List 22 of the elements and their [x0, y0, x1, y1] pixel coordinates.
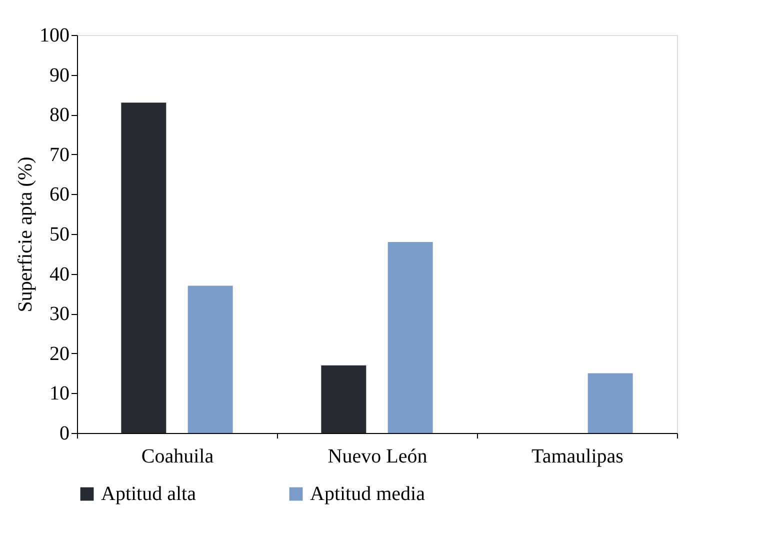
legend-label: Aptitud media [310, 483, 426, 505]
bar [388, 242, 433, 433]
y-axis-title: Superficie apta (%) [14, 156, 36, 312]
y-tick-label: 70 [50, 144, 70, 166]
y-tick-label: 0 [60, 422, 70, 444]
x-tick-label: Tamaulipas [532, 446, 624, 468]
y-tick-label: 10 [50, 382, 70, 405]
x-tick-label: Coahuila [141, 446, 214, 468]
y-tick-label: 90 [50, 64, 70, 86]
y-tick-label: 30 [50, 303, 70, 326]
x-tick-label: Nuevo León [328, 446, 428, 468]
y-tick-label: 50 [50, 224, 70, 246]
y-tick-label: 40 [50, 263, 70, 286]
y-tick-label: 20 [50, 342, 70, 365]
y-tick-label: 100 [40, 24, 70, 46]
legend-label: Aptitud alta [101, 483, 196, 505]
bar [321, 365, 366, 433]
bar [188, 286, 233, 433]
bar [121, 102, 166, 433]
bar [588, 373, 633, 433]
y-tick-label: 60 [50, 184, 70, 206]
y-tick-label: 80 [50, 104, 70, 126]
